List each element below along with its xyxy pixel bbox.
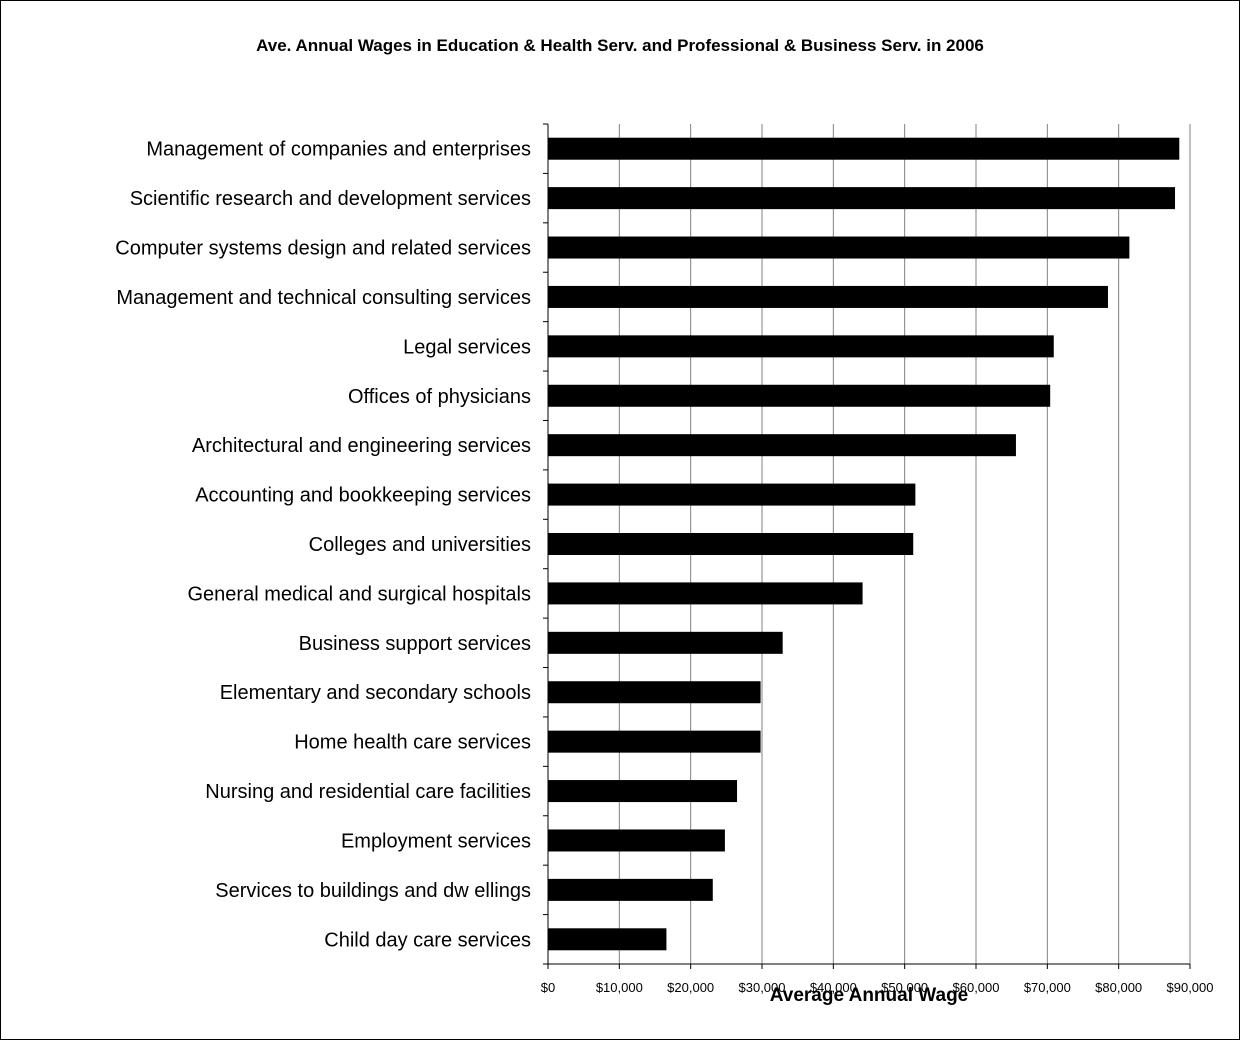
bar (548, 631, 783, 654)
x-tick-label: $30,000 (739, 980, 786, 995)
bar (548, 434, 1016, 457)
x-tick-label: $0 (541, 980, 555, 995)
category-label: Accounting and bookkeeping services (195, 485, 531, 507)
category-label: Nursing and residential care facilities (205, 781, 531, 803)
x-tick-label: $90,000 (1167, 980, 1214, 995)
category-label: Employment services (341, 830, 531, 852)
category-label: Computer systems design and related serv… (115, 238, 531, 260)
x-tick-label: $50,000 (881, 980, 928, 995)
chart-title: Ave. Annual Wages in Education & Health … (256, 36, 984, 55)
x-tick-label: $70,000 (1024, 980, 1071, 995)
category-label: Business support services (299, 633, 531, 655)
x-tick-label: $20,000 (667, 980, 714, 995)
category-label: Home health care services (294, 732, 531, 754)
x-tick-label: $40,000 (810, 980, 857, 995)
bar (548, 681, 761, 704)
x-tick-label: $60,000 (953, 980, 1000, 995)
category-label: Elementary and secondary schools (220, 682, 531, 704)
category-label: Offices of physicians (348, 386, 531, 408)
bar (548, 780, 738, 803)
category-label: Colleges and universities (309, 534, 531, 556)
bar (548, 384, 1051, 407)
category-labels: Management of companies and enterprises S… (115, 139, 531, 952)
bar (548, 335, 1054, 358)
category-label: Services to buildings and dw ellings (215, 880, 531, 902)
bar (548, 236, 1130, 259)
category-label: Management of companies and enterprises (146, 139, 531, 161)
bar (548, 285, 1108, 308)
bar (548, 878, 713, 901)
category-label: Legal services (403, 336, 531, 358)
bar (548, 187, 1176, 210)
category-label: Scientific research and development serv… (130, 188, 531, 210)
bar (548, 829, 725, 852)
axes (543, 123, 1191, 969)
bar (548, 582, 863, 605)
bar (548, 533, 914, 555)
category-label: Management and technical consulting serv… (116, 287, 531, 309)
bar (548, 137, 1180, 160)
category-label: Architectural and engineering services (192, 435, 531, 457)
x-axis-title: Average Annual Wage (770, 985, 969, 1006)
bar (548, 928, 667, 951)
bars (548, 137, 1180, 951)
x-tick-label: $10,000 (596, 980, 643, 995)
bar (548, 483, 916, 506)
tick-labels: $0 $10,000 $20,000 $30,000 $40,000 $50,000 $60… (541, 980, 1214, 995)
category-label: Child day care services (324, 929, 531, 951)
category-label: General medical and surgical hospitals (187, 583, 531, 605)
x-tick-label: $80,000 (1095, 980, 1142, 995)
bar (548, 730, 761, 753)
